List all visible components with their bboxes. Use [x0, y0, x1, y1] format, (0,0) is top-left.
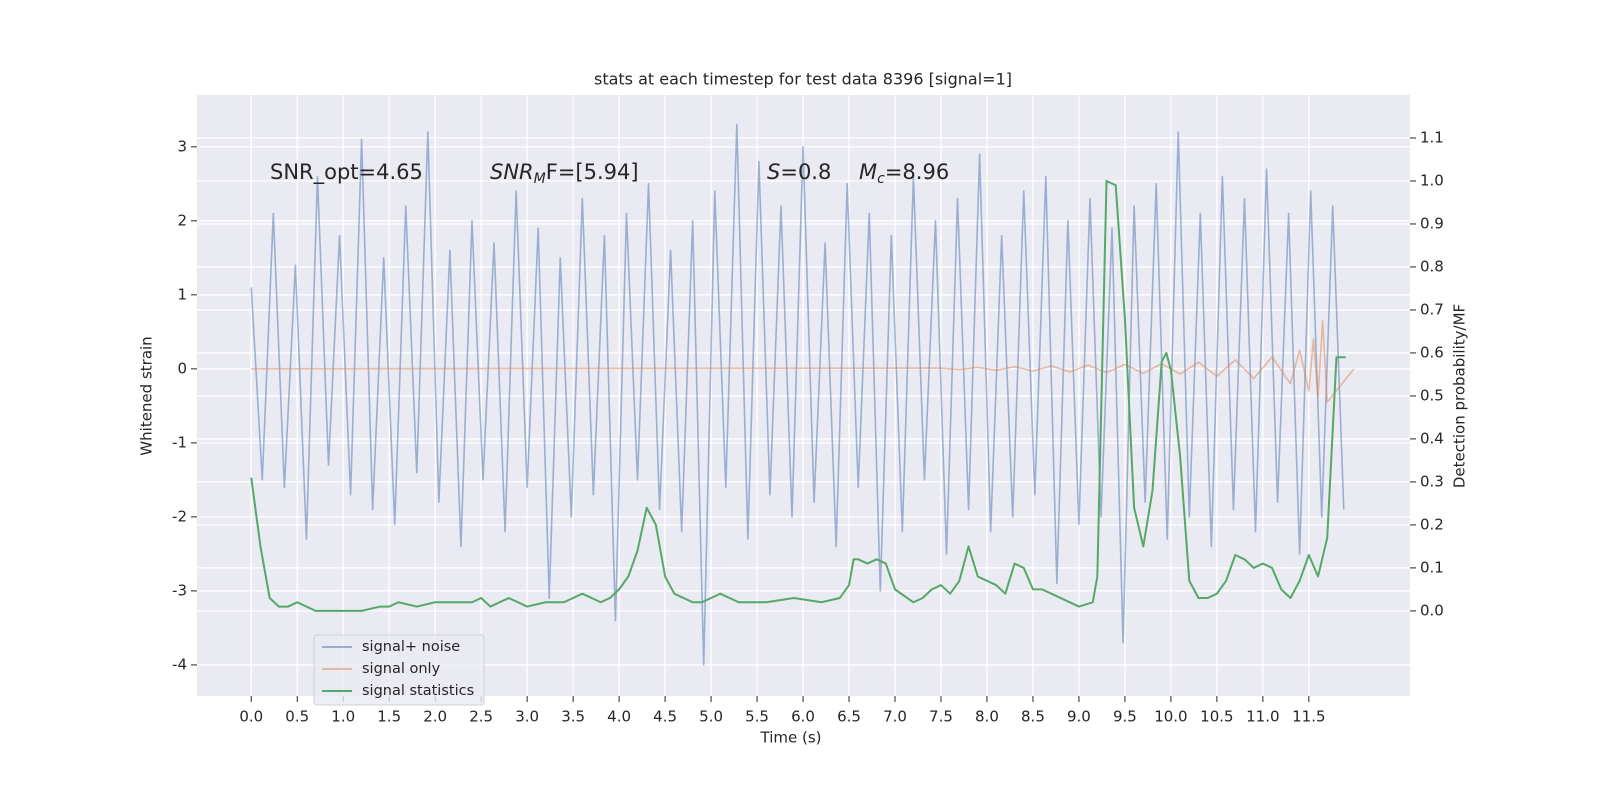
chart-title: stats at each timestep for test data 839… [594, 70, 1012, 89]
annotation-main: M [859, 160, 877, 184]
annotation-sub: c [877, 171, 885, 187]
legend-label: signal+ noise [362, 639, 460, 655]
annotation-rest: =8.96 [885, 160, 949, 184]
x-tick-label: 0.0 [239, 708, 263, 726]
x-tick-label: 3.0 [515, 708, 539, 726]
y2-tick-label: 0.7 [1420, 300, 1444, 318]
legend: signal+ noise signal only signal statistic… [313, 634, 485, 706]
y-axis-label: Whitened strain [138, 336, 156, 455]
x-tick-label: 6.0 [791, 708, 815, 726]
x-tick-label: 3.5 [561, 708, 585, 726]
y-tick-label: 0 [177, 359, 187, 377]
x-tick-label: 11.5 [1292, 708, 1325, 726]
y2-tick-label: 0.4 [1420, 429, 1444, 447]
x-tick-label: 6.5 [837, 708, 861, 726]
y-tick-label: 2 [177, 211, 187, 229]
y-tick-label: -4 [172, 655, 187, 673]
x-tick-label: 1.0 [331, 708, 355, 726]
x-tick-label: 9.5 [1113, 708, 1137, 726]
axes: 0.0 0.5 1.0 1.5 2.0 2.5 3.0 3.5 4.0 4.5 5.0 5.5 6.0 6… [172, 128, 1444, 725]
annotation-main: S [767, 160, 780, 184]
x-tick-label: 5.5 [745, 708, 769, 726]
y2-tick-label: 0.9 [1420, 214, 1444, 232]
x-tick-label: 7.5 [929, 708, 953, 726]
y-tick-label: 1 [177, 285, 187, 303]
x-tick-label: 4.5 [653, 708, 677, 726]
annotation: Mc=8.96 [859, 160, 949, 187]
x-tick-label: 2.0 [423, 708, 447, 726]
y2-tick-label: 0.2 [1420, 515, 1444, 533]
legend-label: signal only [362, 661, 441, 677]
y2-tick-label: 0.6 [1420, 343, 1444, 361]
annotation: SNR_opt=4.65 [270, 160, 423, 185]
annotation-rest: F=[5.94] [546, 160, 639, 184]
x-tick-label: 9.0 [1067, 708, 1091, 726]
x-tick-label: 7.0 [883, 708, 907, 726]
annotation-main: SNR_opt=4.65 [270, 160, 423, 185]
annotation-sub: M [534, 171, 546, 187]
marks [250, 123, 1355, 666]
x-tick-label: 2.5 [469, 708, 493, 726]
x-tick-label: 4.0 [607, 708, 631, 726]
y2-tick-label: 0.3 [1420, 472, 1444, 490]
legend-box [313, 634, 485, 706]
x-tick-label: 10.5 [1200, 708, 1233, 726]
annotation-rest: =0.8 [780, 160, 831, 184]
y-tick-label: -3 [172, 581, 187, 599]
y2-tick-label: 1.0 [1420, 171, 1444, 189]
x-tick-label: 0.5 [285, 708, 309, 726]
y-tick-label: -1 [172, 433, 187, 451]
y2-tick-label: 0.5 [1420, 386, 1444, 404]
y-tick-label: -2 [172, 507, 187, 525]
x-tick-label: 5.0 [699, 708, 723, 726]
y2-tick-label: 0.8 [1420, 257, 1444, 275]
x-tick-label: 8.0 [975, 708, 999, 726]
annotation-main: SNR [490, 160, 534, 184]
legend-label: signal statistics [362, 683, 474, 699]
x-axis-label: Time (s) [760, 729, 822, 747]
x-tick-label: 10.0 [1154, 708, 1187, 726]
y-tick-label: 3 [177, 137, 187, 155]
y2-tick-label: 0.1 [1420, 558, 1444, 576]
y2-tick-label: 0.0 [1420, 601, 1444, 619]
annotation: S=0.8 [767, 160, 831, 184]
y2-tick-label: 1.1 [1420, 128, 1444, 146]
series-line [250, 179, 1346, 612]
x-tick-label: 11.0 [1246, 708, 1279, 726]
annotation: SNRMF=[5.94] [490, 160, 639, 187]
y2-axis-label: Detection probability/MF [1451, 304, 1469, 488]
x-tick-label: 8.5 [1021, 708, 1045, 726]
annotations: SNR_opt=4.65 SNRMF=[5.94] S=0.8 Mc=8.96 [270, 160, 949, 187]
x-tick-label: 1.5 [377, 708, 401, 726]
